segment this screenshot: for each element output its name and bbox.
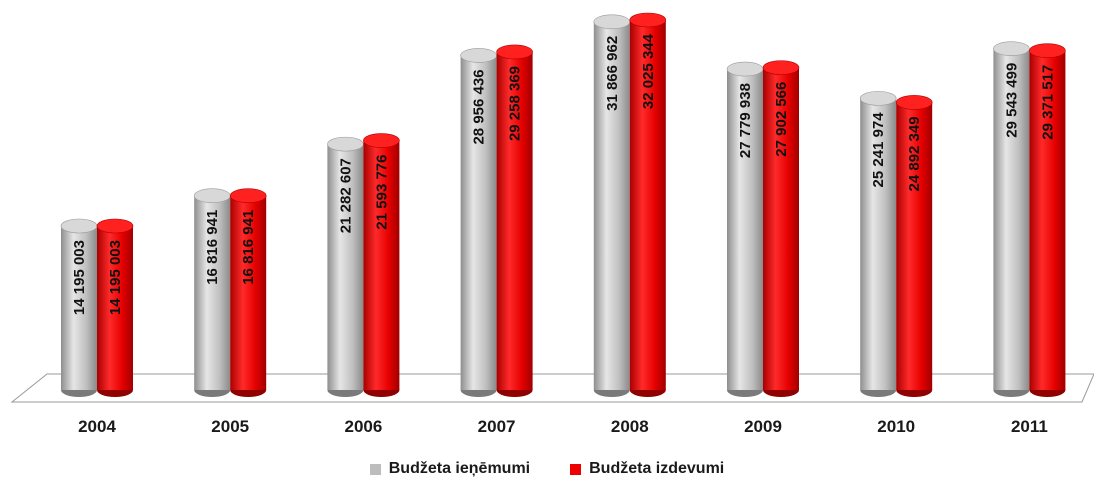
bar-body <box>896 102 933 391</box>
value-label-expense-2005: 16 816 941 <box>240 210 257 285</box>
bar-top <box>460 48 497 63</box>
category-label-2005: 2005 <box>211 417 249 436</box>
category-label-2008: 2008 <box>611 417 649 436</box>
bar-expense-2011 <box>1029 43 1066 397</box>
bar-income-2008 <box>593 14 631 397</box>
bar-body <box>97 226 133 390</box>
bar-body <box>496 51 533 390</box>
legend-label-income: Budžeta ieņēmumi <box>388 460 531 477</box>
bar-top <box>895 95 933 110</box>
bar-top <box>993 41 1030 56</box>
bar-body <box>230 195 267 390</box>
value-label-expense-2007: 29 258 369 <box>507 66 524 141</box>
legend-swatch-income <box>369 463 381 475</box>
bar-body <box>860 98 897 391</box>
value-label-income-2008: 31 866 962 <box>604 36 621 111</box>
bar-top <box>1029 43 1066 58</box>
bar-body <box>194 195 231 390</box>
bar-expense-2004 <box>96 218 134 397</box>
value-label-expense-2004: 14 195 003 <box>107 240 124 315</box>
bar-body <box>363 140 400 390</box>
value-label-expense-2006: 21 593 776 <box>373 155 390 230</box>
value-label-expense-2008: 32 025 344 <box>640 33 657 109</box>
chart-floor <box>10 373 1094 403</box>
bar-income-2006 <box>327 136 364 397</box>
bar-income-2011 <box>993 41 1030 397</box>
value-label-income-2006: 21 282 607 <box>337 158 354 233</box>
bar-income-2005 <box>193 188 231 397</box>
bar-expense-2010 <box>895 95 933 397</box>
value-label-income-2010: 25 241 974 <box>870 112 887 188</box>
legend-swatch-expense <box>570 463 582 475</box>
category-label-2006: 2006 <box>344 417 382 436</box>
category-label-2010: 2010 <box>877 417 915 436</box>
value-label-income-2009: 27 779 938 <box>737 83 754 158</box>
value-label-expense-2011: 29 371 517 <box>1039 65 1056 140</box>
bars-layer: 14 195 003 14 195 003 16 816 941 16 816 941… <box>60 12 1066 397</box>
bar-income-2010 <box>859 91 897 397</box>
legend-item-expense: Budžeta izdevumi <box>570 460 724 478</box>
bar-body <box>327 144 364 390</box>
chart-svg: 14 195 003 14 195 003 16 816 941 16 816 941… <box>10 12 1094 436</box>
value-label-income-2005: 16 816 941 <box>204 210 221 285</box>
bar-body <box>61 226 97 390</box>
value-label-expense-2010: 24 892 349 <box>906 116 923 191</box>
bar-expense-2008 <box>629 12 667 397</box>
bar-top <box>327 136 364 152</box>
bar-income-2004 <box>60 218 98 397</box>
bar-expense-2006 <box>363 133 400 397</box>
bar-body <box>629 20 666 390</box>
bar-top <box>593 14 631 30</box>
bar-top <box>96 218 134 234</box>
value-label-income-2004: 14 195 003 <box>71 240 88 315</box>
bar-expense-2009 <box>762 60 800 397</box>
bar-body <box>993 48 1030 391</box>
category-label-2004: 2004 <box>78 417 116 436</box>
bar-expense-2005 <box>229 188 267 397</box>
category-label-2011: 2011 <box>1011 417 1048 436</box>
category-label-2007: 2007 <box>478 417 516 436</box>
bar-income-2009 <box>726 61 764 397</box>
bar-body <box>593 21 630 391</box>
bar-top <box>363 133 400 148</box>
bar-top <box>193 188 231 204</box>
bar-top <box>496 44 533 60</box>
legend: Budžeta ieņēmumi Budžeta izdevumi <box>0 458 1094 480</box>
legend-item-income: Budžeta ieņēmumi <box>369 460 531 478</box>
bar-expense-2007 <box>496 44 533 397</box>
value-label-income-2011: 29 543 499 <box>1003 63 1020 138</box>
bar-top <box>60 218 98 234</box>
bar-income-2007 <box>460 48 497 397</box>
bar-top <box>859 91 897 106</box>
category-axis: 2004 2005 2006 2007 2008 2009 2010 2011 <box>78 417 1048 436</box>
bar-top <box>629 12 667 28</box>
value-label-expense-2009: 27 902 566 <box>773 82 790 157</box>
category-label-2009: 2009 <box>744 417 782 436</box>
legend-label-expense: Budžeta izdevumi <box>589 460 725 477</box>
bar-body <box>1029 50 1066 391</box>
value-label-income-2007: 28 956 436 <box>471 69 488 144</box>
bar-top <box>726 61 764 77</box>
bar-top <box>229 188 267 204</box>
bar-body <box>727 69 763 391</box>
bar-top <box>762 60 800 75</box>
bar-body <box>763 67 799 390</box>
bar-body <box>460 55 497 390</box>
